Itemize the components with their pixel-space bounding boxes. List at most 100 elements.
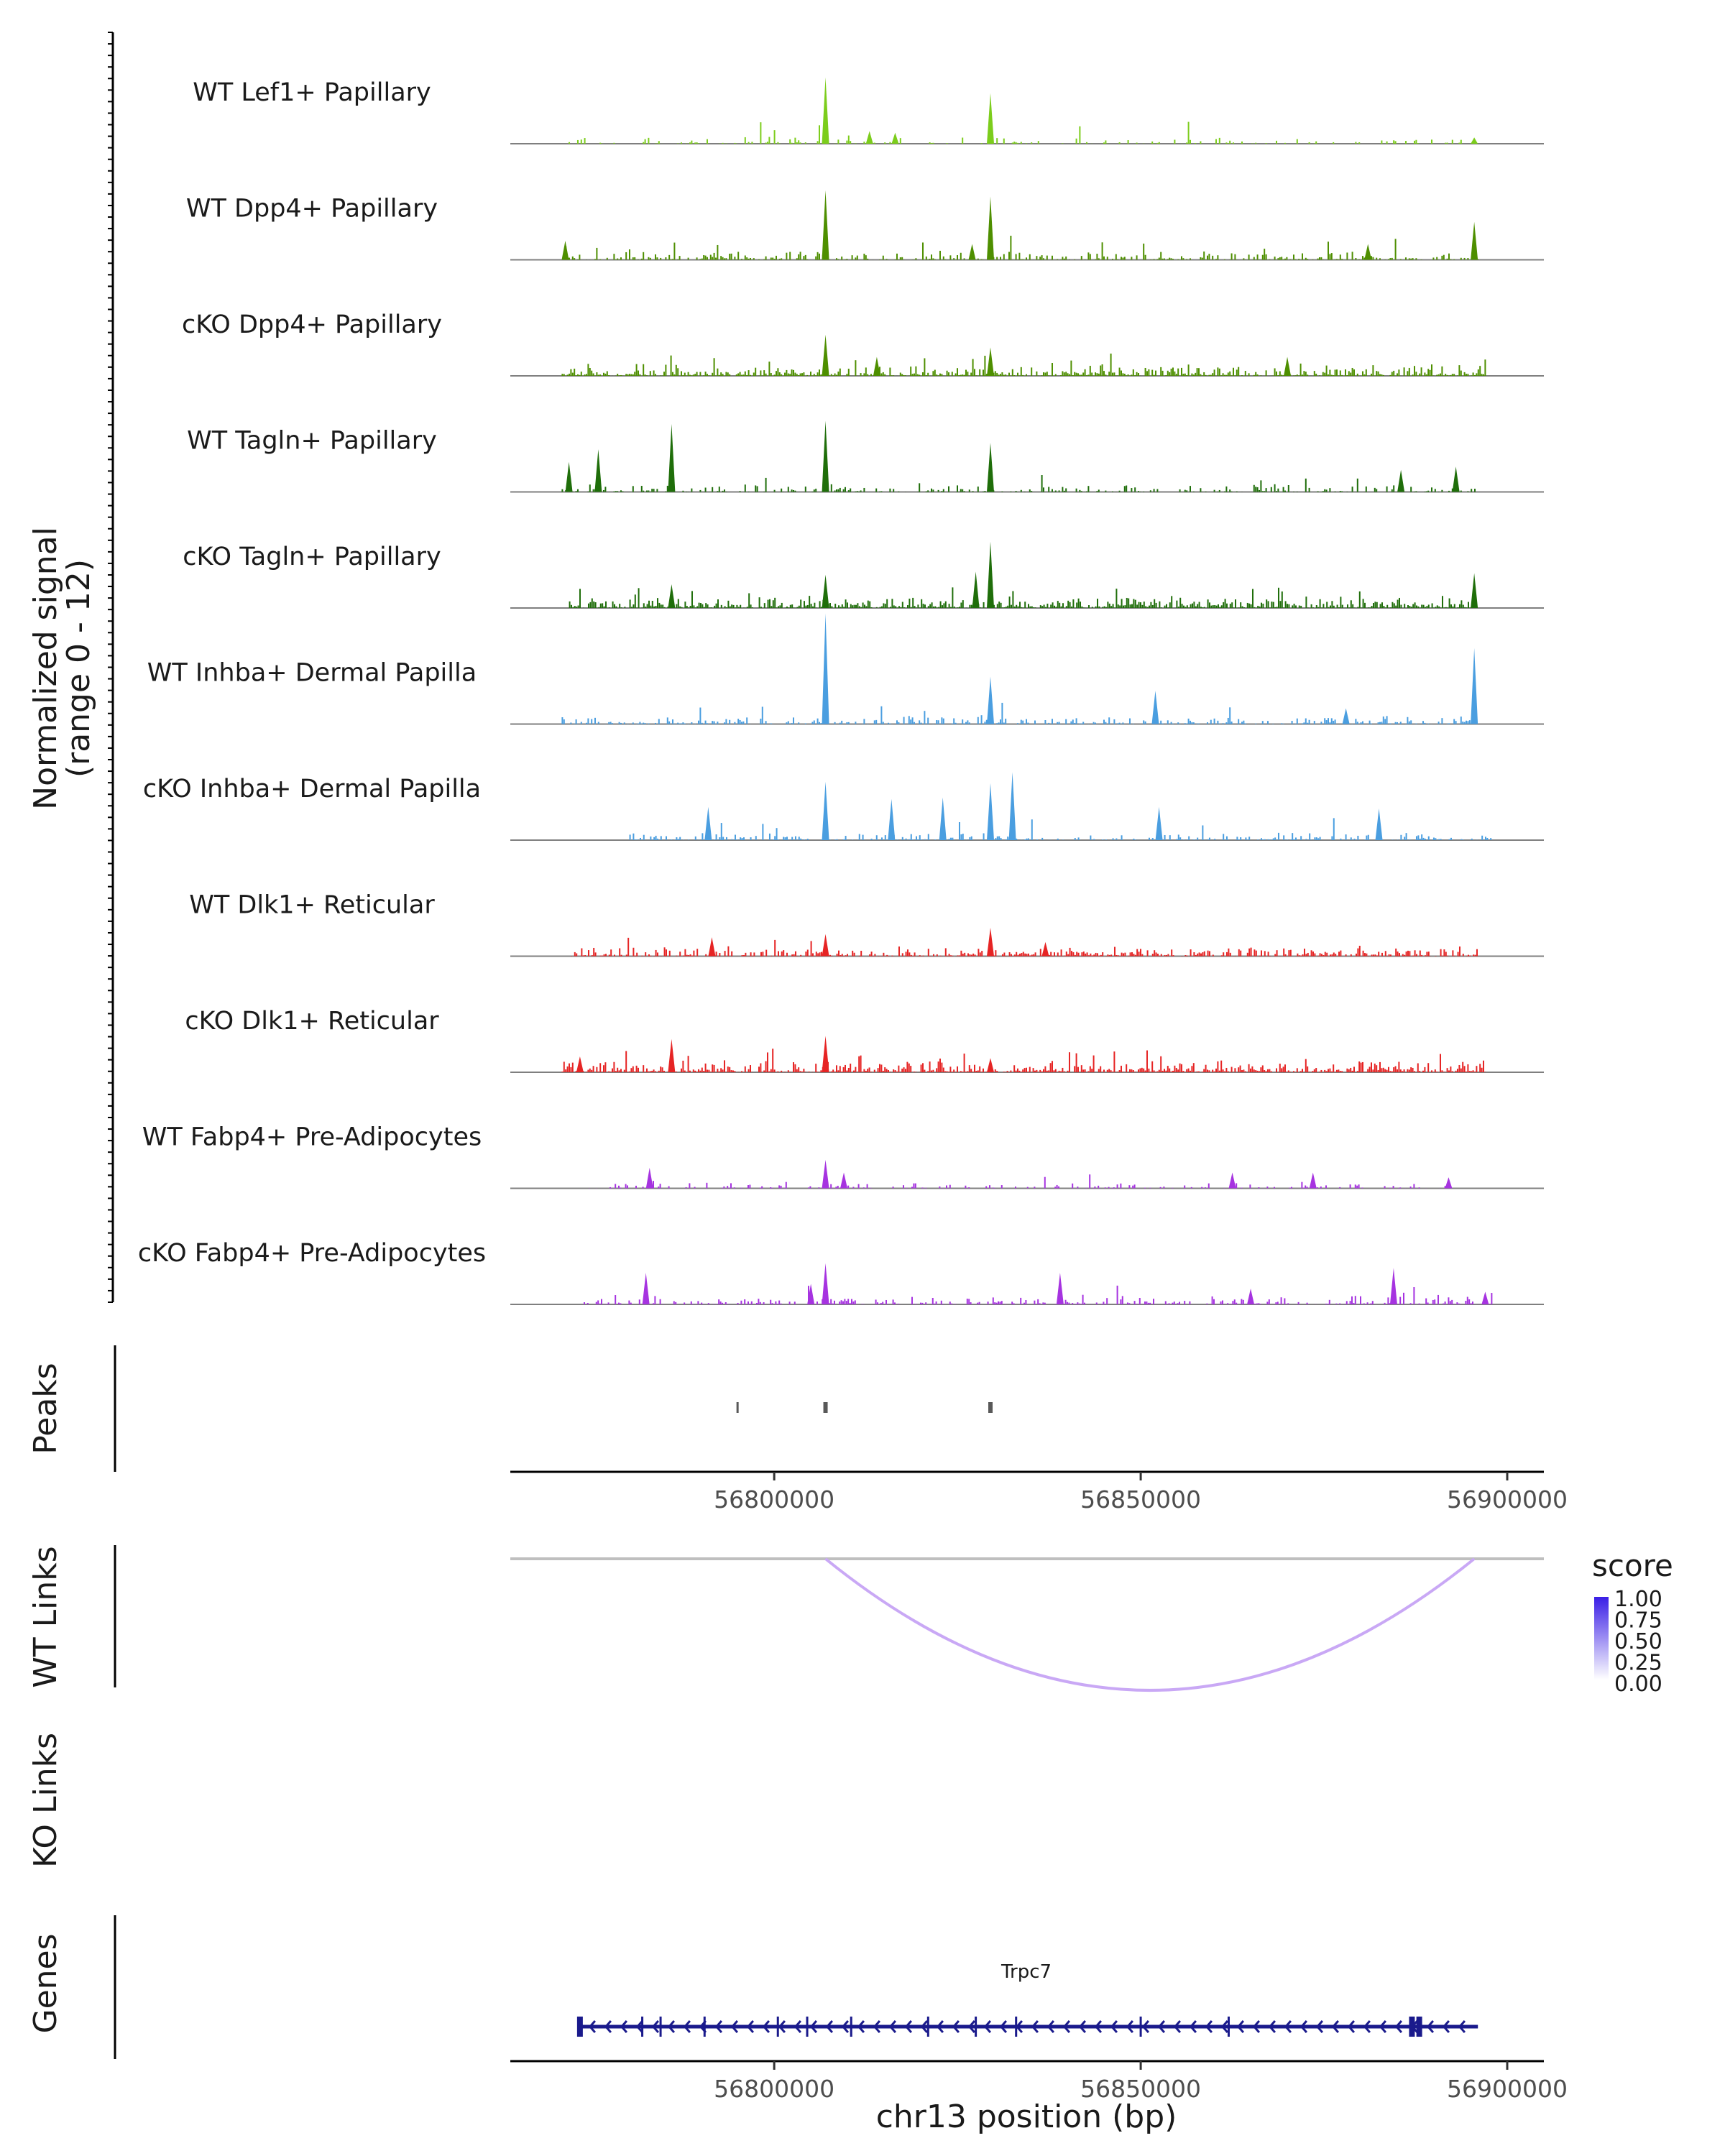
signal-bar (628, 249, 630, 260)
signal-bar (643, 603, 645, 608)
signal-bar (878, 367, 880, 376)
signal-bar (648, 257, 650, 260)
signal-bar (685, 1187, 687, 1189)
signal-bar (718, 374, 720, 376)
signal-bar (906, 605, 908, 608)
signal-bar (1381, 722, 1383, 724)
signal-bar (632, 257, 634, 260)
signal-bar (831, 955, 833, 957)
signal-bar (1236, 837, 1238, 840)
wt-links-title: WT Links (27, 1546, 64, 1687)
signal-bar (1128, 1069, 1131, 1072)
signal-bar (712, 721, 714, 724)
signal-bar (737, 607, 740, 608)
signal-bar (1016, 604, 1018, 608)
signal-bar (653, 370, 655, 376)
signal-bar (1418, 1187, 1420, 1189)
signal-bar (1065, 952, 1067, 957)
signal-bar (833, 1300, 835, 1304)
gene-label: Trpc7 (1000, 1961, 1052, 1983)
signal-bar (1062, 143, 1064, 144)
signal-bar (1466, 1296, 1468, 1304)
signal-bar (949, 607, 952, 608)
signal-bar (893, 1302, 896, 1304)
signal-bar (1393, 140, 1395, 144)
signal-bar (602, 955, 604, 957)
x-axis-title: chr13 position (bp) (876, 2099, 1177, 2135)
signal-bar (910, 367, 912, 376)
signal-bar (1367, 955, 1369, 957)
signal-bar (1339, 370, 1341, 376)
signal-bar (787, 1070, 789, 1072)
strand-arrow (762, 2020, 770, 2033)
signal-bar (979, 369, 981, 376)
signal-bar (995, 838, 997, 840)
signal-bar (942, 256, 944, 260)
signal-bar (566, 374, 569, 376)
signal-bar (1451, 1299, 1453, 1304)
signal-bar (903, 374, 905, 376)
signal-bar (630, 607, 632, 608)
signal-bar (1172, 1187, 1174, 1189)
strand-arrow (778, 2020, 786, 2033)
signal-bar (1090, 953, 1092, 957)
signal-bar (910, 834, 912, 840)
signal-bar (1113, 372, 1116, 376)
signal-bar (816, 372, 819, 376)
signal-bar (1471, 375, 1473, 376)
signal-bar (972, 491, 974, 492)
signal-bar (805, 605, 807, 608)
score-legend-label: 0.00 (1614, 1672, 1662, 1697)
signal-bar (1317, 607, 1320, 608)
signal-bar (1471, 1302, 1473, 1304)
signal-bar (1215, 139, 1217, 144)
signal-bar (651, 600, 653, 608)
signal-bar (1424, 722, 1426, 724)
signal-bar (1138, 602, 1140, 608)
signal-bar (589, 1068, 591, 1072)
signal-bar (846, 140, 848, 144)
signal-bar (659, 1184, 661, 1189)
signal-bar (1301, 1069, 1303, 1072)
signal-bar (910, 719, 912, 724)
signal-bar (1026, 838, 1028, 840)
signal-bar (725, 607, 727, 608)
signal-bar (1289, 949, 1292, 957)
signal-bar (1298, 605, 1300, 608)
signal-bar (715, 603, 717, 608)
signal-bar (1054, 490, 1057, 492)
signal-bar (637, 370, 639, 376)
signal-bar (1281, 591, 1283, 608)
signal-bar (697, 720, 699, 724)
signal-bar (930, 254, 932, 260)
signal-peak (1471, 137, 1478, 144)
signal-peak (987, 93, 995, 144)
signal-bar (1082, 372, 1085, 376)
signal-bar (719, 1301, 722, 1304)
signal-bar (939, 955, 942, 957)
signal-bar (1025, 1300, 1027, 1304)
signal-bar (1094, 722, 1096, 724)
signal-bar (996, 257, 998, 260)
signal-bar (1016, 838, 1018, 840)
signal-bar (1415, 139, 1417, 144)
signal-bar (925, 1302, 927, 1304)
signal-bar (1223, 374, 1225, 376)
signal-bar (758, 1067, 760, 1072)
signal-peak (987, 196, 995, 260)
signal-bar (999, 374, 1001, 376)
signal-bar (837, 1070, 840, 1072)
signal-bar (1338, 952, 1340, 957)
signal-bar (1198, 952, 1200, 957)
signal-bar (577, 605, 579, 608)
signal-bar (641, 955, 643, 957)
signal-bar (1452, 950, 1454, 957)
signal-bar (862, 602, 864, 608)
signal-bar (1072, 952, 1075, 957)
signal-bar (1151, 369, 1154, 376)
signal-bar (1274, 368, 1276, 376)
signal-bar (701, 1067, 703, 1072)
signal-bar (1191, 373, 1193, 376)
signal-bar (707, 604, 709, 608)
signal-bar (1093, 954, 1095, 957)
